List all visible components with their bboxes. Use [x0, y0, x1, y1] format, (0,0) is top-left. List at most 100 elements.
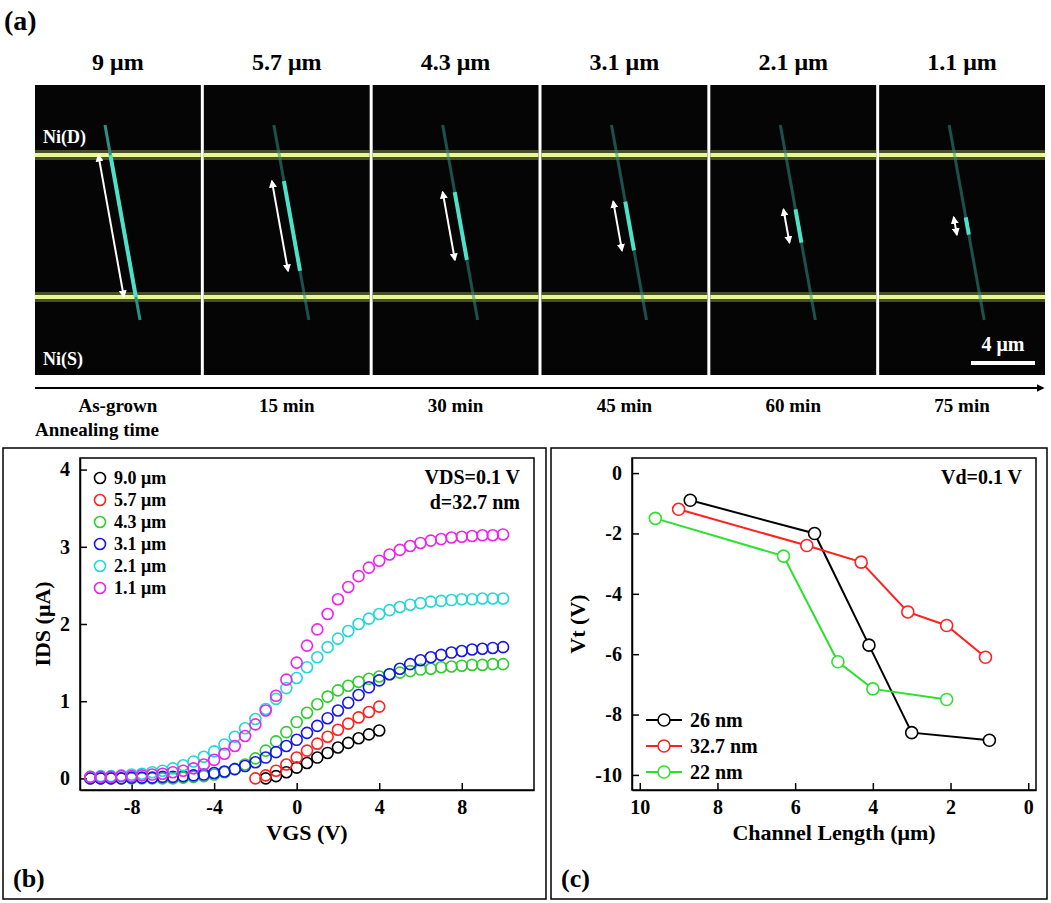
tick-label: 2: [60, 613, 70, 635]
series-line: [655, 518, 946, 699]
axis-line: [81, 790, 535, 792]
legend: 26 nm32.7 nm22 nm: [646, 709, 758, 783]
y-axis: 0-2-4-6-8-10: [595, 459, 639, 791]
tick-mark: [296, 783, 298, 790]
data-point: [353, 619, 364, 630]
data-point: [477, 643, 488, 654]
data-point: [85, 771, 96, 782]
data-point: [229, 764, 240, 775]
data-point: [332, 594, 343, 605]
data-point: [322, 747, 333, 758]
tick: -4: [605, 583, 639, 605]
electrode: [204, 295, 370, 299]
tick-label: -2: [605, 522, 622, 544]
electrode-glow: [879, 150, 1045, 160]
data-point: [312, 699, 323, 710]
electrode: [710, 295, 876, 299]
tick-mark: [462, 783, 464, 790]
data-point: [281, 674, 292, 685]
data-point: [425, 663, 436, 674]
data-point: [363, 613, 374, 624]
data-point: [116, 770, 127, 781]
data-point: [178, 765, 189, 776]
data-point: [436, 649, 447, 660]
data-point: [147, 769, 158, 780]
channel-arrow: [954, 217, 957, 234]
tick-mark: [632, 594, 639, 596]
data-point: [312, 752, 323, 763]
tick-label: 4: [60, 458, 70, 480]
tick: 3: [60, 536, 87, 558]
nanowire: [780, 125, 815, 320]
frame-background: [710, 85, 876, 375]
tick-label: -4: [605, 583, 622, 605]
electrode-label: Ni(D): [43, 127, 86, 148]
tick-label: -10: [595, 764, 622, 786]
tick: 0: [612, 462, 639, 484]
data-point: [343, 737, 354, 748]
tick-mark: [632, 775, 639, 777]
tick-mark: [717, 783, 719, 790]
data-point: [374, 675, 385, 686]
electrode: [879, 153, 1045, 157]
data-point: [271, 690, 282, 701]
data-point: [291, 673, 302, 684]
data-point: [649, 512, 661, 524]
data-point: [415, 598, 426, 609]
data-point: [855, 556, 867, 568]
tick-label: 8: [457, 796, 467, 818]
electrode: [542, 153, 708, 157]
data-point: [291, 752, 302, 763]
data-point: [902, 606, 914, 618]
time-label: As-grown: [79, 395, 158, 416]
data-point: [343, 581, 354, 592]
scale-bar-label: 4 μm: [982, 333, 1025, 356]
channel-length-label: 1.1 μm: [927, 49, 997, 75]
electrode: [204, 153, 370, 157]
data-point: [906, 727, 918, 739]
micrograph-frame: [542, 85, 708, 375]
data-point: [302, 757, 313, 768]
channel-length-label: 2.1 μm: [758, 49, 828, 75]
data-point: [456, 531, 467, 542]
data-point: [425, 596, 436, 607]
data-point: [832, 656, 844, 668]
data-point: [95, 771, 106, 782]
legend-label: 32.7 nm: [690, 735, 758, 757]
data-point: [136, 770, 147, 781]
x-axis-title: VGS (V): [266, 820, 347, 845]
axis-line: [632, 459, 634, 791]
data-point: [353, 571, 364, 582]
nanowire-channel: [795, 209, 801, 242]
data-point: [250, 719, 261, 730]
data-point: [229, 764, 240, 775]
electrode-glow: [373, 150, 539, 160]
panel-letter: (a): [4, 5, 37, 36]
data-point: [209, 754, 220, 765]
data-point: [384, 549, 395, 560]
electrode-glow: [373, 292, 539, 302]
tick: -10: [595, 764, 639, 786]
data-point: [240, 730, 251, 741]
micrograph-frame: [373, 85, 539, 375]
tick-mark: [80, 469, 87, 471]
data-point: [281, 727, 292, 738]
data-point: [436, 595, 447, 606]
data-point: [188, 763, 199, 774]
data-point: [487, 642, 498, 653]
data-point: [260, 705, 271, 716]
tick: 0: [292, 783, 302, 818]
data-point: [353, 712, 364, 723]
legend-label: 3.1 μm: [114, 534, 166, 554]
data-point: [353, 676, 364, 687]
nanowire-channel: [966, 217, 969, 234]
tick: 0: [1024, 783, 1034, 818]
data-point: [477, 593, 488, 604]
series-line: [679, 509, 986, 657]
tick-label: 3: [60, 536, 70, 558]
tick: 4: [60, 458, 87, 480]
data-point: [229, 740, 240, 751]
electrode-glow: [35, 292, 201, 302]
data-point: [312, 624, 323, 635]
data-point: [271, 747, 282, 758]
